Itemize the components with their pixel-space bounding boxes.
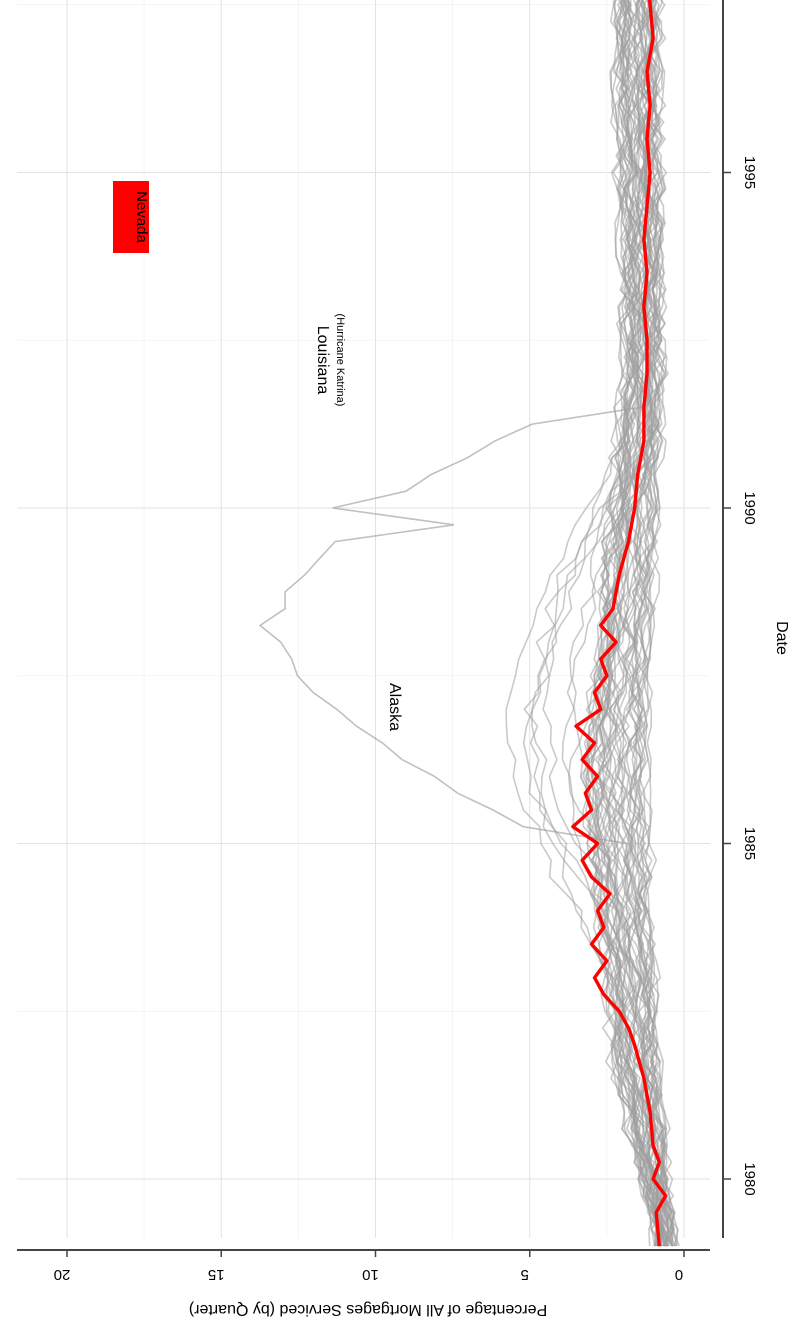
date-axis-tick-label: 1980 <box>741 1162 758 1195</box>
alaska-label: Alaska <box>386 683 403 731</box>
highlighted-series <box>571 0 668 1247</box>
series-line-alaska <box>258 0 673 1247</box>
series-line-background-state <box>642 0 675 1247</box>
value-axis-title: Percentage of All Mortgages Serviced (by… <box>189 1301 547 1318</box>
series-line-background-state <box>636 0 675 1247</box>
series-line-nevada <box>571 0 668 1247</box>
value-axis-tick-label: 20 <box>54 1266 71 1283</box>
nevada-label-box <box>113 181 149 253</box>
date-axis-title: Date <box>773 621 790 655</box>
series-line-background-state <box>531 0 675 1247</box>
series-line-background-state <box>598 0 664 1247</box>
series-line-background-state <box>522 0 666 1247</box>
value-axis-tick-label: 15 <box>208 1266 225 1283</box>
hurricane-katrina-label: (Hurricane Katrina) <box>334 314 346 407</box>
series-line-background-state <box>586 0 656 1247</box>
date-axis-tick-label: 1990 <box>741 491 758 524</box>
value-axis-tick-label: 0 <box>675 1266 683 1283</box>
nevada-label: Nevada <box>133 191 150 243</box>
series-line-background-state <box>582 0 658 1247</box>
value-axis-tick-label: 10 <box>362 1266 379 1283</box>
date-axis-tick-label: 1985 <box>741 827 758 860</box>
annotations: Nevada Louisiana (Hurricane Katrina) Alaska <box>113 181 403 731</box>
series-line-background-state <box>632 0 675 1247</box>
series-line-background-state <box>606 0 669 1247</box>
series-line-background-state <box>608 0 667 1247</box>
date-axis-tick-label: 1995 <box>741 156 758 189</box>
series-line-background-state <box>597 0 659 1247</box>
series-line-louisiana <box>597 0 667 1247</box>
axes: 051015201980198519901995200020052010Date… <box>17 0 790 1318</box>
value-axis-tick-label: 5 <box>521 1266 529 1283</box>
louisiana-label: Louisiana <box>314 326 331 395</box>
